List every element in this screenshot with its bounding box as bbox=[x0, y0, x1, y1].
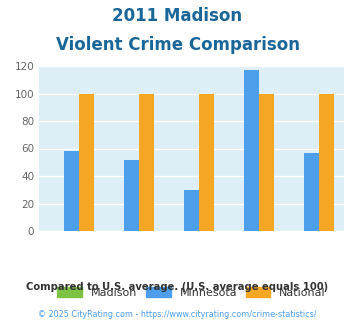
Bar bbox=[259, 93, 274, 231]
Text: 2011 Madison: 2011 Madison bbox=[113, 7, 242, 25]
Bar bbox=[304, 152, 319, 231]
Bar bbox=[199, 93, 214, 231]
Bar bbox=[65, 151, 80, 231]
Bar bbox=[80, 93, 94, 231]
Bar bbox=[139, 93, 154, 231]
Text: Violent Crime Comparison: Violent Crime Comparison bbox=[55, 36, 300, 54]
Bar bbox=[244, 70, 259, 231]
Bar bbox=[184, 190, 199, 231]
Legend: Madison, Minnesota, National: Madison, Minnesota, National bbox=[53, 283, 331, 302]
Bar bbox=[124, 159, 139, 231]
Text: © 2025 CityRating.com - https://www.cityrating.com/crime-statistics/: © 2025 CityRating.com - https://www.city… bbox=[38, 310, 317, 319]
Bar bbox=[319, 93, 334, 231]
Text: Compared to U.S. average. (U.S. average equals 100): Compared to U.S. average. (U.S. average … bbox=[26, 282, 329, 292]
